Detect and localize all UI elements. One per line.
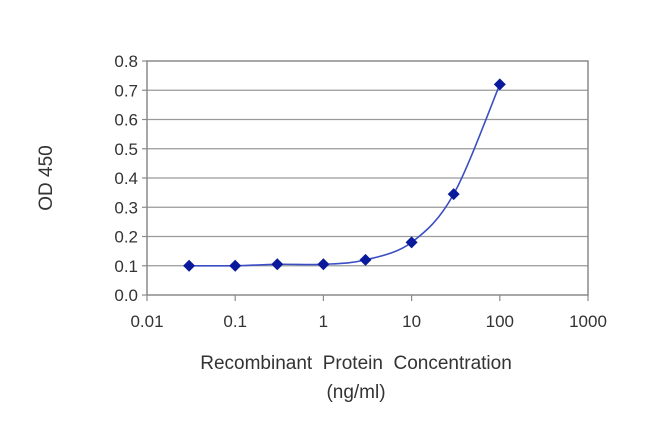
y-tick-label: 0.4 [114, 169, 138, 188]
y-tick-label: 0.5 [114, 140, 138, 159]
x-axis-title: Recombinant Protein Concentration [200, 353, 512, 374]
x-axis: 0.01 0.1 1 10 100 1000 [130, 295, 607, 331]
y-axis-title: OD 450 [36, 145, 57, 210]
data-point [317, 258, 330, 271]
series-line [189, 84, 501, 267]
x-axis-unit: (ng/ml) [326, 382, 385, 403]
x-tick-label: 10 [402, 312, 421, 331]
y-tick-label: 0.0 [114, 286, 138, 305]
x-tick-label: 100 [486, 312, 514, 331]
data-point [183, 259, 196, 272]
data-point [359, 253, 372, 266]
y-tick-label: 0.1 [114, 257, 138, 276]
data-point [405, 236, 418, 249]
data-points [183, 78, 506, 272]
y-tick-label: 0.3 [114, 198, 138, 217]
y-axis: 0.0 0.1 0.2 0.3 0.4 0.5 0.6 0.7 0.8 [114, 52, 147, 305]
y-tick-label: 0.8 [114, 52, 138, 71]
x-tick-label: 1000 [569, 312, 607, 331]
y-tick-label: 0.6 [114, 111, 138, 130]
x-tick-label: 0.1 [223, 312, 247, 331]
y-tick-label: 0.7 [114, 81, 138, 100]
x-tick-label: 1 [319, 312, 328, 331]
data-point [493, 78, 506, 91]
y-tick-label: 0.2 [114, 228, 138, 247]
data-point [447, 188, 460, 201]
data-point [229, 259, 242, 272]
gridlines [147, 89, 588, 267]
data-point [271, 258, 284, 271]
x-tick-label: 0.01 [130, 312, 163, 331]
